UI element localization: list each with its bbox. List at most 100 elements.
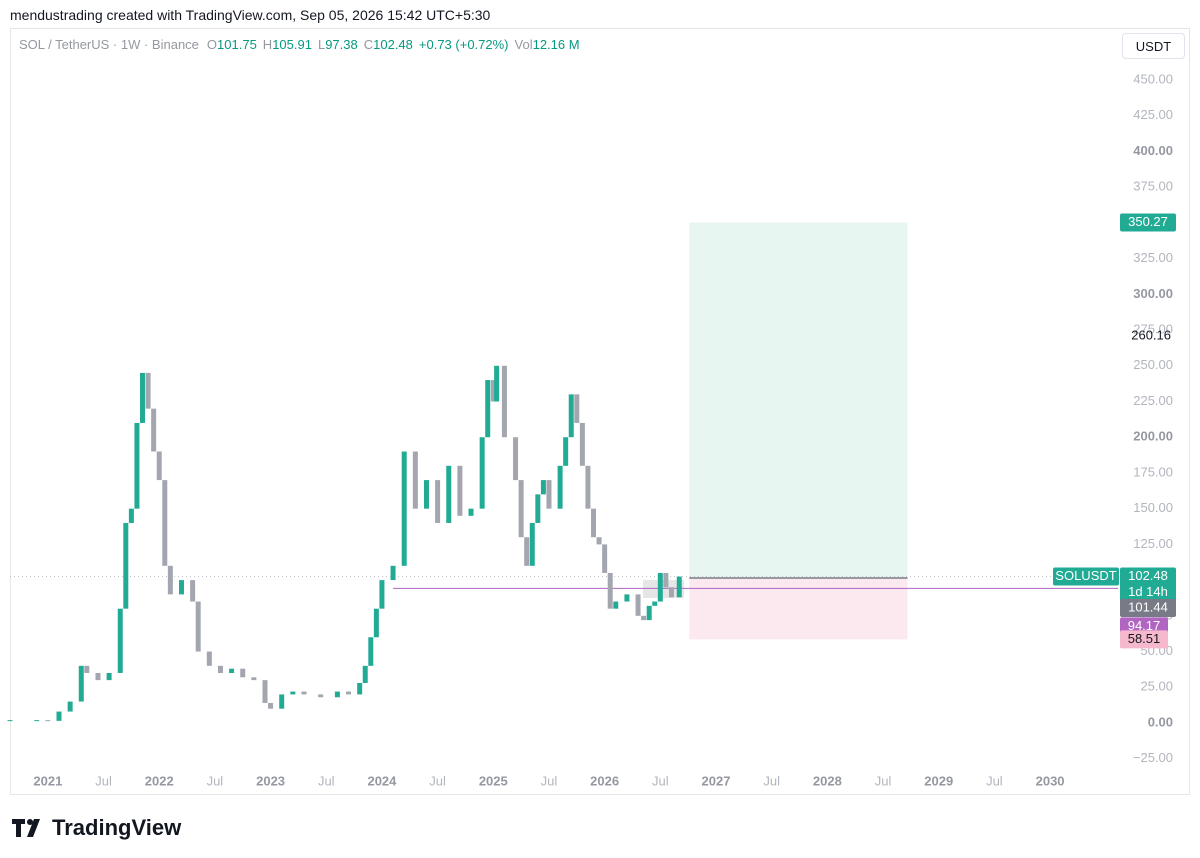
candle [318,694,324,698]
candle [45,720,51,722]
x-tick-label: 2030 [1036,773,1065,788]
ohlc-value: 102.48 [373,37,413,52]
candle [162,480,168,566]
y-tick-label: 400.00 [1133,143,1173,158]
candle [145,372,151,409]
candle [301,691,307,695]
unit-button[interactable]: USDT [1122,33,1185,59]
y-tick-label: 150.00 [1133,500,1173,515]
volume-value: 12.16 M [532,37,580,52]
candle [262,680,268,703]
countdown: 1d 14h [1128,584,1168,599]
candle [156,451,162,481]
x-tick-label: 2027 [702,773,731,788]
profit-zone [689,222,908,579]
x-tick-label: Jul [652,773,669,788]
volume-label: Vol [514,37,533,52]
candle [140,372,146,423]
candle [663,572,669,588]
candle [134,422,140,509]
x-tick-label: Jul [986,773,1003,788]
candle [596,537,602,545]
logo: TradingView [12,815,181,841]
candle [435,480,441,523]
x-tick-label: 2026 [590,773,619,788]
x-tick-label: 2022 [145,773,174,788]
candle [117,608,123,673]
candle [346,691,352,695]
ohlc-label: C [363,37,374,52]
x-tick-label: Jul [318,773,335,788]
candle [7,720,13,722]
y-tick-label: 450.00 [1133,71,1173,86]
candle [240,668,246,678]
candle [607,572,613,609]
candle [568,394,574,438]
candle [268,702,274,709]
candle [373,608,379,638]
y-tick-label: 325.00 [1133,250,1173,265]
candle [151,408,157,452]
x-tick-label: 2024 [367,773,397,788]
candle [279,694,285,709]
change: +0.73 (+0.72%) [418,37,509,52]
price-tag-bg [1120,567,1176,602]
y-tick-label: 275.00 [1133,321,1173,336]
ohlc-value: 101.75 [217,37,257,52]
candle [67,701,73,712]
candle [585,465,591,509]
candle [167,565,173,595]
candle [446,465,452,523]
y-tick-label: 175.00 [1133,464,1173,479]
candle [34,720,40,722]
x-tick-label: 2023 [256,773,285,788]
candle [123,522,129,609]
credit: mendustrading created with TradingView.c… [10,7,491,23]
candle [412,451,418,509]
stop-tag: 58.51 [1128,631,1161,646]
y-tick-label: 200.00 [1133,429,1173,444]
candle [206,651,212,666]
ohlc-value: 105.91 [272,37,312,52]
candle [490,380,496,402]
candle [602,544,608,573]
y-tick-label: 225.00 [1133,393,1173,408]
candle [668,587,674,598]
y-tick-label: 425.00 [1133,107,1173,122]
candle [334,691,340,698]
x-tick-label: 2021 [33,773,62,788]
x-tick-label: 2025 [479,773,508,788]
y-tick-label: 375.00 [1133,179,1173,194]
y-tick-label: −25.00 [1133,750,1173,765]
candle [646,605,652,621]
candle [546,480,552,509]
x-tick-label: Jul [541,773,558,788]
candle [190,580,196,602]
candle [178,580,184,595]
candle [563,437,569,466]
candle [390,565,396,581]
loss-zone [689,578,908,640]
candle [457,465,463,516]
candle [84,665,90,673]
level-tag: 94.17 [1128,618,1161,633]
y-tick-label: 25.00 [1140,679,1173,694]
candle [635,594,641,616]
ohlc-value: 97.38 [325,37,358,52]
candle [557,465,563,509]
x-tick-label: Jul [763,773,780,788]
candle [641,615,647,621]
candle [217,665,223,673]
x-tick-label: Jul [207,773,224,788]
candle [106,672,112,681]
candle [468,508,474,516]
candle [357,682,363,695]
candle [362,665,368,683]
candle [56,711,62,721]
candle [379,580,385,609]
candle [518,480,524,538]
price-tag: 102.48 [1128,568,1168,583]
chart-frame [10,28,1190,795]
